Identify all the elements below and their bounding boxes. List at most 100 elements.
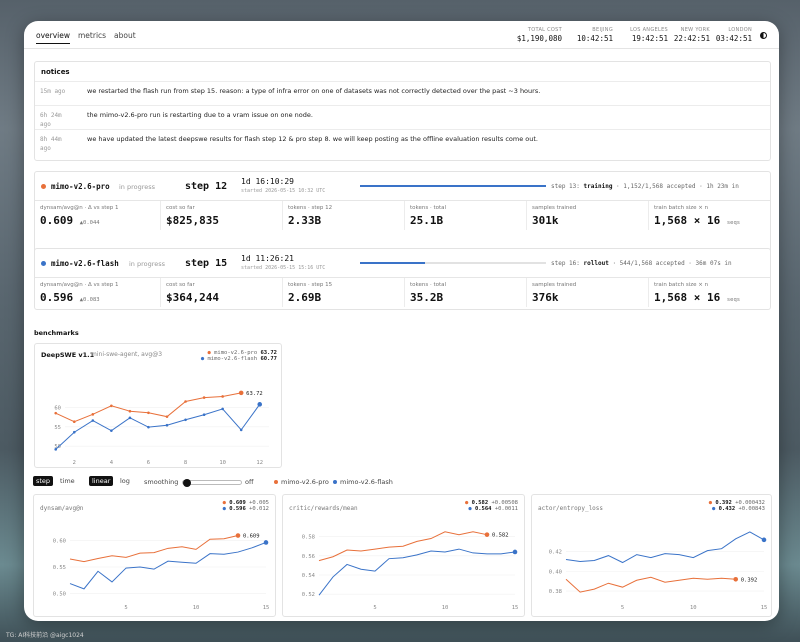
scale-log-button[interactable]: log (120, 477, 130, 485)
data-point (72, 420, 76, 424)
data-point (128, 409, 132, 413)
stat-label: LOS ANGELES (630, 27, 668, 33)
beijing-clock: BEIJING 10:42:51 (569, 27, 613, 43)
legend-delta: +0.00843 (738, 506, 766, 512)
chart-title: critic/rewards/mean (289, 505, 358, 512)
legend-value: 0.596 (229, 506, 246, 512)
notices-title: notices (41, 68, 70, 76)
legend-row-pro: ● 0.582 +0.00508 (465, 500, 518, 506)
metric-delta: ▲0.083 (79, 297, 100, 303)
run-started: started 2026-05-15 15:16 UTC (241, 265, 326, 271)
series-end-marker (733, 576, 739, 582)
smoothing-slider[interactable] (182, 479, 242, 487)
y-tick-label: 0.38 (549, 589, 562, 595)
data-point (147, 411, 150, 415)
chart-legend: ● 0.582 +0.00508 ● 0.564 +0.0011 (465, 500, 518, 512)
metric-tokens-total: tokens · total 35.2B (404, 278, 526, 307)
stat-label: BEIJING (592, 27, 613, 33)
series-line-flash (565, 531, 765, 564)
chart-legend: ● 0.609 +0.005 ● 0.596 +0.012 (223, 500, 269, 512)
series-line-pro (69, 535, 239, 563)
metric-value: $825,835 (166, 214, 219, 227)
data-point (165, 415, 169, 418)
next-step-label: step 16: (551, 260, 580, 267)
notices-card: notices 15m ago we restarted the flash r… (34, 61, 771, 161)
chart-card-critic-rewards: critic/rewards/mean ● 0.582 +0.00508 ● 0… (282, 494, 525, 617)
legend-row-pro: ● 0.609 +0.005 (223, 500, 269, 506)
theme-toggle-icon[interactable] (760, 32, 767, 39)
run-card-flash: mimo-v2.6-flash in progress step 15 1d 1… (34, 248, 771, 310)
end-value-label: 63.72 (246, 391, 263, 397)
stat-value: $1,190,080 (516, 34, 562, 43)
stat-value: 03:42:51 (715, 34, 752, 43)
notice-item: 8h 44m ago we have updated the latest de… (35, 129, 770, 161)
run-elapsed: 1d 11:26:21 (241, 254, 294, 263)
series-line-flash (69, 541, 267, 590)
legend-dot-flash (333, 480, 337, 484)
run-color-dot (41, 184, 46, 189)
metric-label: cost so far (166, 282, 195, 288)
series-end-marker (235, 533, 241, 538)
notice-item: 15m ago we restarted the flash run from … (35, 81, 770, 105)
critic-rewards-chart: 0.52 0.54 0.56 0.58 5 10 15 0.582 (302, 531, 518, 611)
metric-value: 25.1B (410, 214, 444, 227)
metric-value: 0.609 ▲0.044 (40, 214, 100, 227)
data-point (54, 411, 58, 415)
metric-unit: seqs (726, 220, 741, 226)
metric-label: samples trained (532, 205, 577, 211)
metric-value: 0.596 ▲0.083 (40, 291, 100, 304)
legend-name: mimo-v2.6-flash (207, 356, 258, 362)
data-point (221, 407, 224, 411)
end-value-label: 0.609 (243, 534, 260, 540)
tab-about[interactable]: about (114, 31, 136, 40)
metric-label: train batch size × n (654, 282, 709, 288)
stat-value: 22:42:51 (673, 34, 710, 43)
chart-legend: ● 0.392 +0.000432 ● 0.432 +0.00843 (709, 500, 765, 512)
scale-linear-button[interactable]: linear (89, 476, 114, 486)
smoothing-slider-handle[interactable] (183, 479, 191, 487)
legend-flash[interactable]: mimo-v2.6-flash (340, 478, 393, 486)
run-name[interactable]: mimo-v2.6-flash (51, 259, 119, 268)
legend-pro[interactable]: mimo-v2.6-pro (281, 478, 329, 486)
y-tick-label: 55 (54, 425, 61, 431)
benchmark-title: DeepSWE v1.1 (41, 351, 95, 359)
run-started: started 2026-05-15 10:32 UTC (241, 188, 326, 194)
legend-dot-icon: ● (468, 506, 472, 512)
run-name[interactable]: mimo-v2.6-pro (51, 182, 110, 191)
data-point (184, 400, 187, 403)
tab-overview[interactable]: overview (36, 31, 70, 44)
next-step-detail: · 544/1,568 accepted · 36m 07s in (608, 260, 732, 267)
stat-label: NEW YORK (680, 27, 710, 33)
run-progress-bar (360, 185, 546, 187)
legend-value: 0.432 (718, 506, 736, 512)
legend-value: 60.77 (260, 356, 277, 362)
app-window: overview metrics about TOTAL COST $1,190… (24, 21, 779, 621)
run-color-dot (41, 261, 46, 266)
los-angeles-clock: LOS ANGELES 19:42:51 (618, 27, 668, 43)
stat-value: 10:42:51 (576, 34, 613, 43)
y-tick-label: 0.55 (53, 565, 66, 571)
run-status: in progress (119, 183, 156, 191)
metric-samples: samples trained 301k (526, 201, 648, 230)
data-point (110, 404, 113, 408)
data-point (110, 429, 113, 432)
metric-value: 1,568 × 16 seqs (654, 291, 740, 304)
legend-dot-icon: ● (222, 506, 226, 512)
metric-number: 0.609 (40, 214, 74, 227)
x-tick-label: 2 (73, 460, 76, 466)
x-axis-time-button[interactable]: time (60, 477, 75, 485)
entropy-loss-chart: 0.38 0.40 0.42 5 10 15 0.392 (549, 531, 767, 611)
legend-dot-icon: ● (207, 350, 211, 356)
y-tick-label: 0.52 (302, 592, 315, 598)
end-value-label: 0.582 (492, 533, 509, 539)
y-tick-label: 60 (54, 405, 61, 411)
benchmarks-title: benchmarks (34, 329, 79, 337)
data-point (91, 413, 95, 416)
end-value-label: 0.392 (741, 577, 758, 583)
x-tick-label: 6 (147, 460, 150, 466)
metric-dynsam: dynsam/avg@n · Δ vs step 1 0.596 ▲0.083 (35, 278, 160, 307)
tab-metrics[interactable]: metrics (78, 31, 107, 40)
x-tick-label: 5 (621, 605, 624, 611)
x-tick-label: 15 (263, 605, 270, 611)
x-axis-step-button[interactable]: step (33, 476, 54, 486)
